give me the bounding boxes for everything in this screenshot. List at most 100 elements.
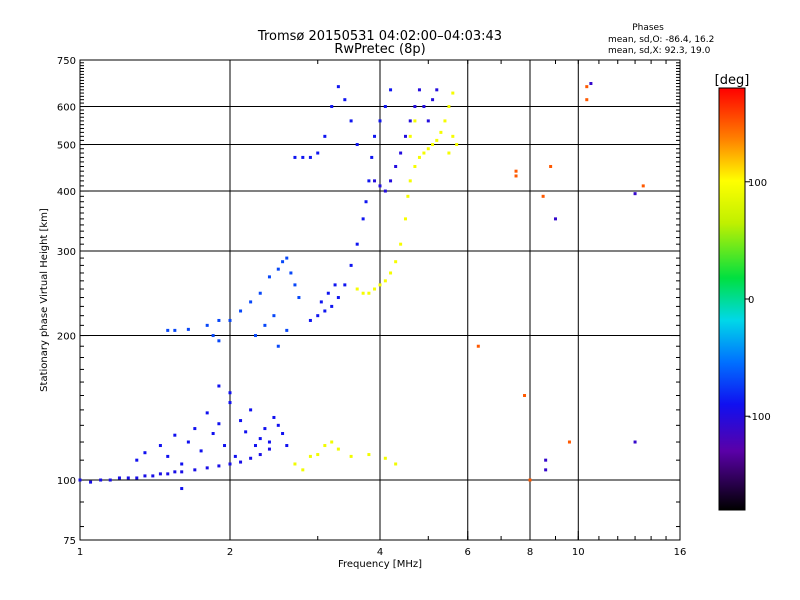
- data-point: [258, 437, 262, 441]
- data-point: [355, 287, 359, 291]
- data-point: [426, 119, 430, 123]
- colorbar-label: [deg]: [715, 73, 750, 88]
- data-point: [239, 419, 243, 423]
- data-point: [217, 422, 221, 426]
- data-point: [253, 334, 257, 338]
- data-point: [135, 458, 139, 462]
- colorbar-tick-label: 0: [748, 295, 754, 306]
- data-point: [476, 344, 480, 348]
- data-point: [373, 179, 377, 183]
- data-point: [447, 105, 451, 109]
- data-point: [585, 85, 589, 89]
- data-point: [249, 408, 253, 412]
- data-point: [267, 440, 271, 444]
- data-point: [281, 432, 285, 436]
- data-point: [276, 267, 280, 271]
- data-point: [193, 468, 197, 472]
- data-point: [330, 304, 334, 308]
- data-point: [281, 260, 285, 264]
- data-point: [370, 155, 374, 159]
- data-point: [378, 119, 382, 123]
- data-point: [166, 472, 170, 476]
- data-point: [166, 328, 170, 332]
- data-point: [389, 179, 393, 183]
- data-point: [389, 88, 393, 92]
- data-point: [223, 444, 227, 448]
- data-point: [289, 271, 293, 275]
- data-point: [78, 478, 82, 482]
- data-point: [193, 427, 197, 431]
- data-point: [589, 82, 593, 86]
- data-point: [217, 318, 221, 322]
- data-point: [443, 119, 447, 123]
- data-point: [336, 447, 340, 451]
- colorbar-tick-label: 100: [748, 178, 767, 189]
- data-point: [228, 462, 232, 466]
- data-point: [186, 440, 190, 444]
- y-tick-label: 200: [57, 332, 76, 343]
- data-point: [267, 447, 271, 451]
- data-point: [413, 119, 417, 123]
- data-point: [239, 460, 243, 464]
- data-point: [389, 271, 393, 275]
- data-point: [426, 147, 430, 151]
- data-point: [367, 453, 371, 457]
- data-point: [549, 164, 553, 168]
- data-point: [323, 134, 327, 138]
- data-point: [267, 275, 271, 279]
- data-point: [413, 105, 417, 109]
- data-point: [367, 179, 371, 183]
- data-point: [276, 344, 280, 348]
- data-point: [180, 470, 184, 474]
- grid-lines: [80, 60, 680, 540]
- data-point: [276, 423, 280, 427]
- data-point: [135, 476, 139, 480]
- data-point: [211, 432, 215, 436]
- data-point: [544, 458, 548, 462]
- axis-ticks: 1 2 4 6 8 10 16 75 100 200 300 400 500 600 750: [57, 56, 686, 558]
- data-point: [108, 478, 112, 482]
- data-point: [326, 291, 330, 295]
- data-point: [253, 444, 257, 448]
- data-point: [173, 433, 177, 437]
- data-point: [316, 453, 320, 457]
- data-point: [355, 143, 359, 147]
- data-point: [413, 164, 417, 168]
- data-point: [641, 184, 645, 188]
- data-point: [293, 155, 297, 159]
- data-point: [158, 444, 162, 448]
- data-point: [431, 143, 435, 147]
- x-tick-label: 8: [527, 547, 533, 558]
- data-point: [408, 134, 412, 138]
- data-point: [403, 217, 407, 221]
- data-point: [403, 134, 407, 138]
- data-point: [541, 194, 545, 198]
- y-tick-label: 500: [57, 141, 76, 152]
- data-point: [263, 323, 267, 327]
- data-point: [378, 283, 382, 287]
- data-point: [422, 151, 426, 155]
- data-point: [258, 291, 262, 295]
- data-point: [523, 394, 527, 398]
- data-point: [422, 105, 426, 109]
- data-point: [199, 449, 203, 453]
- data-point: [417, 88, 421, 92]
- data-point: [544, 468, 548, 472]
- x-tick-label: 6: [465, 547, 471, 558]
- data-point: [455, 143, 459, 147]
- x-tick-label: 4: [377, 547, 383, 558]
- data-point: [239, 309, 243, 313]
- data-point: [244, 430, 248, 434]
- data-point: [333, 283, 337, 287]
- stats-line-o: mean, sd,O: -86.4, 16.2: [608, 35, 714, 45]
- data-point: [394, 164, 398, 168]
- data-point: [373, 134, 377, 138]
- data-point: [431, 98, 435, 102]
- data-point: [228, 318, 232, 322]
- data-point: [394, 462, 398, 466]
- data-point: [406, 194, 410, 198]
- data-point: [173, 470, 177, 474]
- data-point: [263, 427, 267, 431]
- stats-line-x: mean, sd,X: 92.3, 19.0: [608, 46, 711, 56]
